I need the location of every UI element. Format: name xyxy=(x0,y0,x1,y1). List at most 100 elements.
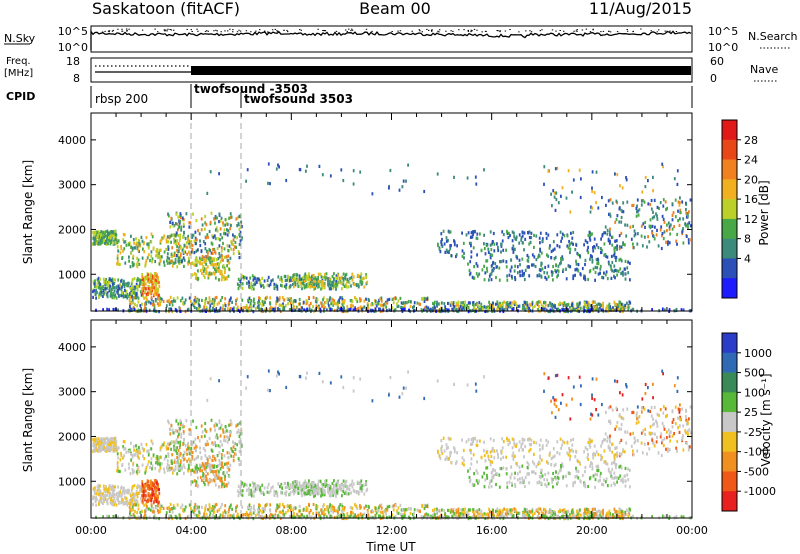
range-cell xyxy=(260,491,262,495)
range-cell xyxy=(339,276,342,280)
nsky-label: N.Sky xyxy=(4,32,36,45)
range-cell xyxy=(537,300,540,304)
range-cell xyxy=(147,246,150,250)
range-cell xyxy=(307,278,309,282)
range-cell xyxy=(313,484,316,488)
range-cell xyxy=(207,508,210,512)
range-cell xyxy=(317,283,320,287)
range-cell xyxy=(137,258,140,262)
range-cell xyxy=(214,503,217,507)
range-cell xyxy=(241,282,244,286)
range-cell xyxy=(194,483,197,487)
range-cell xyxy=(468,301,470,305)
range-cell xyxy=(593,191,596,195)
range-cell xyxy=(261,303,264,307)
range-cell xyxy=(225,222,228,226)
range-cell xyxy=(135,444,137,448)
range-cell xyxy=(590,304,593,308)
range-cell xyxy=(98,238,101,242)
range-cell xyxy=(218,244,221,248)
range-cell xyxy=(175,242,177,246)
range-cell xyxy=(346,512,349,516)
range-cell xyxy=(618,247,621,251)
range-cell xyxy=(507,235,510,240)
range-cell xyxy=(221,443,223,447)
range-cell xyxy=(311,481,313,485)
range-cell xyxy=(172,504,175,508)
range-cell xyxy=(551,204,553,208)
range-cell xyxy=(131,261,134,265)
range-cell xyxy=(464,300,466,304)
range-cell xyxy=(492,301,494,305)
range-cell xyxy=(171,507,173,511)
range-cell xyxy=(496,242,498,246)
range-cell xyxy=(136,265,139,269)
range-cell xyxy=(104,290,107,294)
range-cell xyxy=(155,290,158,295)
range-cell xyxy=(519,263,521,267)
range-cell xyxy=(587,245,589,249)
range-cell xyxy=(216,247,219,251)
range-cell xyxy=(566,308,569,312)
nave-label: Nave xyxy=(750,63,778,76)
range-cell xyxy=(339,296,342,300)
range-cell xyxy=(112,291,114,295)
range-cell xyxy=(180,216,182,220)
range-cell xyxy=(155,288,158,293)
range-cell xyxy=(230,215,233,219)
range-cell xyxy=(131,246,134,250)
range-cell xyxy=(106,488,109,492)
range-cell xyxy=(563,234,566,238)
range-cell xyxy=(229,514,232,518)
range-cell xyxy=(154,259,157,264)
range-cell xyxy=(538,304,540,308)
range-cell xyxy=(314,286,316,290)
range-cell xyxy=(340,483,343,487)
range-cell xyxy=(357,274,360,279)
range-cell xyxy=(225,429,228,433)
range-cell xyxy=(171,300,173,304)
range-cell xyxy=(273,286,276,290)
range-cell xyxy=(194,236,197,240)
range-cell xyxy=(273,282,276,286)
range-cell xyxy=(600,303,603,307)
range-cell xyxy=(461,303,464,308)
range-cell xyxy=(146,242,149,246)
range-cell xyxy=(674,198,677,202)
range-cell xyxy=(104,233,106,237)
range-cell xyxy=(222,428,224,432)
range-cell xyxy=(145,236,148,240)
range-cell xyxy=(586,240,589,245)
range-cell xyxy=(230,447,233,451)
range-cell xyxy=(130,292,133,296)
range-cell xyxy=(644,175,647,180)
range-cell xyxy=(98,442,100,446)
range-cell xyxy=(206,461,209,465)
range-cell xyxy=(423,296,426,300)
range-cell xyxy=(338,280,341,284)
range-cell xyxy=(489,256,492,260)
range-cell xyxy=(136,261,139,265)
range-cell xyxy=(582,308,585,312)
range-cell xyxy=(492,304,495,308)
range-cell xyxy=(308,272,310,276)
range-cell xyxy=(107,438,109,442)
range-cell xyxy=(101,240,103,244)
range-cell xyxy=(600,250,602,255)
range-cell xyxy=(202,480,205,484)
colorbar-swatch xyxy=(722,218,737,239)
range-cell xyxy=(592,267,595,271)
date-title: 11/Aug/2015 xyxy=(589,0,692,18)
range-cell xyxy=(679,210,682,215)
range-cell xyxy=(320,301,322,305)
range-cell xyxy=(559,230,562,234)
range-cell xyxy=(133,246,136,250)
range-cell xyxy=(642,199,645,203)
range-cell xyxy=(350,510,352,515)
range-cell xyxy=(331,488,333,492)
range-cell xyxy=(609,198,612,202)
range-cell xyxy=(144,484,146,488)
range-cell xyxy=(115,492,118,496)
range-cell xyxy=(351,506,354,511)
range-cell xyxy=(105,237,108,242)
